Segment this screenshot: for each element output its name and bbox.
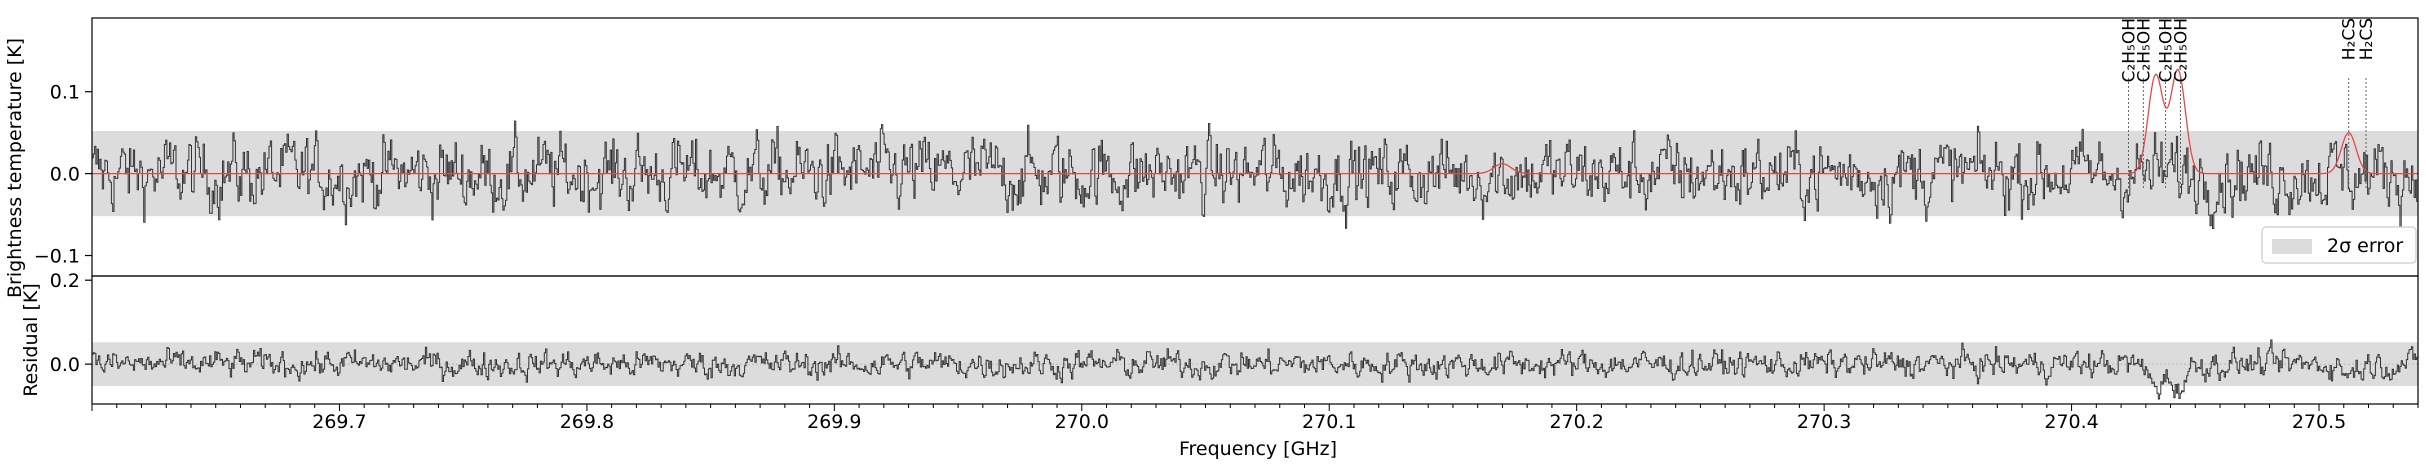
line-annotation-label: C₂H₅OH <box>2134 18 2154 82</box>
x-tick-label: 269.8 <box>560 411 614 433</box>
x-tick-label: 269.9 <box>807 411 861 433</box>
y-tick-label: 0.1 <box>50 82 80 104</box>
line-annotation-label: C₂H₅OH <box>2119 18 2139 82</box>
y-tick-label: −0.1 <box>34 246 80 268</box>
y-tick-label: 0.0 <box>50 164 80 186</box>
y-tick-label: 0.0 <box>50 354 80 376</box>
top-y-axis-label: Brightness temperature [K] <box>4 38 26 298</box>
model-series-line <box>92 68 2418 175</box>
residual-series-line <box>92 339 2419 400</box>
observed-series-line <box>92 120 2419 229</box>
error-band <box>92 342 2418 386</box>
x-tick-label: 270.3 <box>1797 411 1851 433</box>
x-tick-label: 270.0 <box>1055 411 1109 433</box>
y-tick-label: 0.2 <box>50 270 80 292</box>
line-annotation-label: H₂CS <box>2340 18 2360 60</box>
legend-label: 2σ error <box>2327 235 2403 257</box>
legend-swatch <box>2272 239 2312 254</box>
x-axis-label: Frequency [GHz] <box>1179 438 1337 460</box>
bottom-panel: 0.0 0.2 269.7 269.8 269.9 270.0 270.1 270.2 270.… <box>50 270 2419 433</box>
x-tick-label: 269.7 <box>312 411 366 433</box>
x-tick-label: 270.2 <box>1549 411 1603 433</box>
x-tick-label: 270.4 <box>2044 411 2098 433</box>
line-annotation-label: C₂H₅OH <box>2171 18 2191 82</box>
line-annotation-label: C₂H₅OH <box>2157 18 2177 82</box>
bottom-y-axis-label: Residual [K] <box>20 283 42 397</box>
x-tick-label: 270.1 <box>1302 411 1356 433</box>
legend: 2σ error <box>2261 226 2417 264</box>
line-annotation-label: H₂CS <box>2357 18 2377 60</box>
x-tick-label: 270.5 <box>2292 411 2346 433</box>
